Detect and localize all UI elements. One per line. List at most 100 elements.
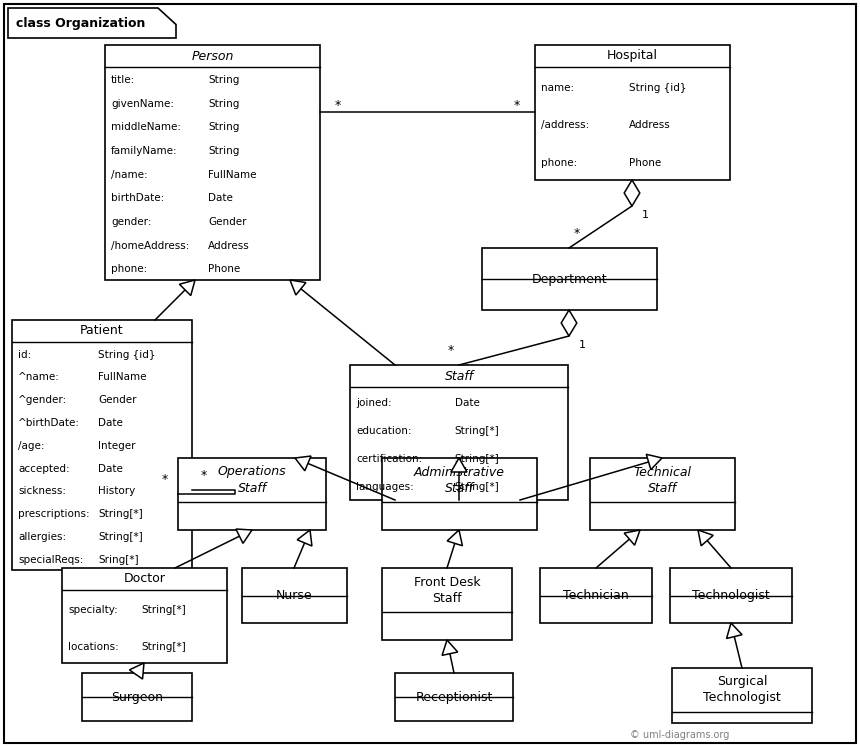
- Text: Phone: Phone: [208, 264, 241, 274]
- Bar: [12, 320, 192, 570]
- Text: Receptionist: Receptionist: [415, 690, 493, 704]
- Text: History: History: [98, 486, 136, 496]
- Bar: [178, 458, 326, 530]
- Bar: [382, 568, 512, 640]
- Text: *: *: [162, 473, 168, 486]
- Polygon shape: [451, 458, 467, 472]
- Text: © uml-diagrams.org: © uml-diagrams.org: [630, 730, 729, 740]
- Text: phone:: phone:: [541, 158, 577, 168]
- Text: Staff: Staff: [445, 370, 474, 382]
- Text: /address:: /address:: [541, 120, 589, 131]
- Text: title:: title:: [111, 75, 135, 85]
- Text: Date: Date: [98, 464, 123, 474]
- Text: Sring[*]: Sring[*]: [98, 555, 139, 565]
- Text: ^gender:: ^gender:: [18, 395, 67, 405]
- Text: certification:: certification:: [356, 454, 422, 464]
- Text: Integer: Integer: [98, 441, 136, 450]
- Text: String[*]: String[*]: [455, 426, 500, 436]
- Text: Operations
Staff: Operations Staff: [218, 465, 286, 495]
- Text: Patient: Patient: [80, 324, 124, 338]
- Text: String[*]: String[*]: [98, 509, 143, 519]
- Polygon shape: [298, 530, 312, 546]
- Text: givenName:: givenName:: [111, 99, 174, 108]
- Text: prescriptions:: prescriptions:: [18, 509, 89, 519]
- Text: id:: id:: [18, 350, 31, 359]
- Text: String: String: [208, 123, 240, 132]
- Text: *: *: [335, 99, 341, 113]
- Text: locations:: locations:: [68, 642, 119, 651]
- Text: *: *: [201, 469, 207, 482]
- Text: Administrative
Staff: Administrative Staff: [414, 465, 505, 495]
- Text: sickness:: sickness:: [18, 486, 66, 496]
- Text: Person: Person: [191, 49, 234, 63]
- Text: Surgical
Technologist: Surgical Technologist: [703, 675, 781, 704]
- Text: education:: education:: [356, 426, 411, 436]
- Text: String {id}: String {id}: [98, 350, 156, 359]
- Polygon shape: [727, 623, 742, 639]
- Polygon shape: [562, 310, 577, 336]
- Text: String[*]: String[*]: [141, 605, 186, 615]
- Text: *: *: [448, 344, 454, 357]
- Text: familyName:: familyName:: [111, 146, 178, 156]
- Text: *: *: [574, 227, 580, 240]
- Text: specialReqs:: specialReqs:: [18, 555, 83, 565]
- Text: String[*]: String[*]: [141, 642, 186, 651]
- Text: joined:: joined:: [356, 397, 391, 408]
- Text: ^name:: ^name:: [18, 372, 60, 382]
- Bar: [482, 248, 657, 310]
- Text: Doctor: Doctor: [124, 572, 165, 586]
- Text: Hospital: Hospital: [607, 49, 658, 63]
- Text: Department: Department: [531, 273, 607, 285]
- Text: Date: Date: [208, 193, 233, 203]
- Polygon shape: [236, 529, 252, 543]
- Polygon shape: [647, 454, 662, 470]
- Text: name:: name:: [541, 83, 574, 93]
- Text: class Organization: class Organization: [16, 17, 145, 31]
- Polygon shape: [447, 530, 463, 546]
- Text: Date: Date: [455, 397, 480, 408]
- Text: String[*]: String[*]: [455, 454, 500, 464]
- Text: Front Desk
Staff: Front Desk Staff: [414, 575, 481, 604]
- Text: accepted:: accepted:: [18, 464, 70, 474]
- Polygon shape: [295, 456, 311, 471]
- Polygon shape: [290, 280, 306, 295]
- Text: birthDate:: birthDate:: [111, 193, 164, 203]
- Text: String[*]: String[*]: [98, 532, 143, 542]
- Bar: [535, 45, 730, 180]
- Text: Technical
Staff: Technical Staff: [634, 465, 691, 495]
- Text: /homeAddress:: /homeAddress:: [111, 241, 189, 251]
- Text: String: String: [208, 99, 240, 108]
- Text: languages:: languages:: [356, 483, 414, 492]
- Text: /name:: /name:: [111, 170, 148, 180]
- Text: Surgeon: Surgeon: [111, 690, 163, 704]
- Text: *: *: [514, 99, 520, 113]
- Text: String[*]: String[*]: [455, 483, 500, 492]
- Bar: [540, 568, 652, 623]
- Polygon shape: [624, 180, 640, 206]
- Text: Gender: Gender: [208, 217, 247, 227]
- Text: String {id}: String {id}: [629, 83, 686, 93]
- Polygon shape: [624, 530, 640, 545]
- Text: String: String: [208, 146, 240, 156]
- Text: 1: 1: [642, 210, 649, 220]
- Text: Address: Address: [208, 241, 250, 251]
- Bar: [350, 365, 568, 500]
- Bar: [62, 568, 227, 663]
- Polygon shape: [129, 663, 144, 679]
- Text: phone:: phone:: [111, 264, 147, 274]
- Bar: [395, 673, 513, 721]
- Text: middleName:: middleName:: [111, 123, 181, 132]
- Bar: [105, 45, 320, 280]
- Text: Date: Date: [98, 418, 123, 428]
- Text: Address: Address: [629, 120, 670, 131]
- Text: Nurse: Nurse: [276, 589, 313, 602]
- Text: 1: 1: [579, 340, 586, 350]
- Bar: [670, 568, 792, 623]
- Bar: [590, 458, 735, 530]
- Text: Technician: Technician: [563, 589, 629, 602]
- Polygon shape: [698, 530, 713, 546]
- Text: specialty:: specialty:: [68, 605, 118, 615]
- Text: Phone: Phone: [629, 158, 660, 168]
- Bar: [382, 458, 537, 530]
- Bar: [242, 568, 347, 623]
